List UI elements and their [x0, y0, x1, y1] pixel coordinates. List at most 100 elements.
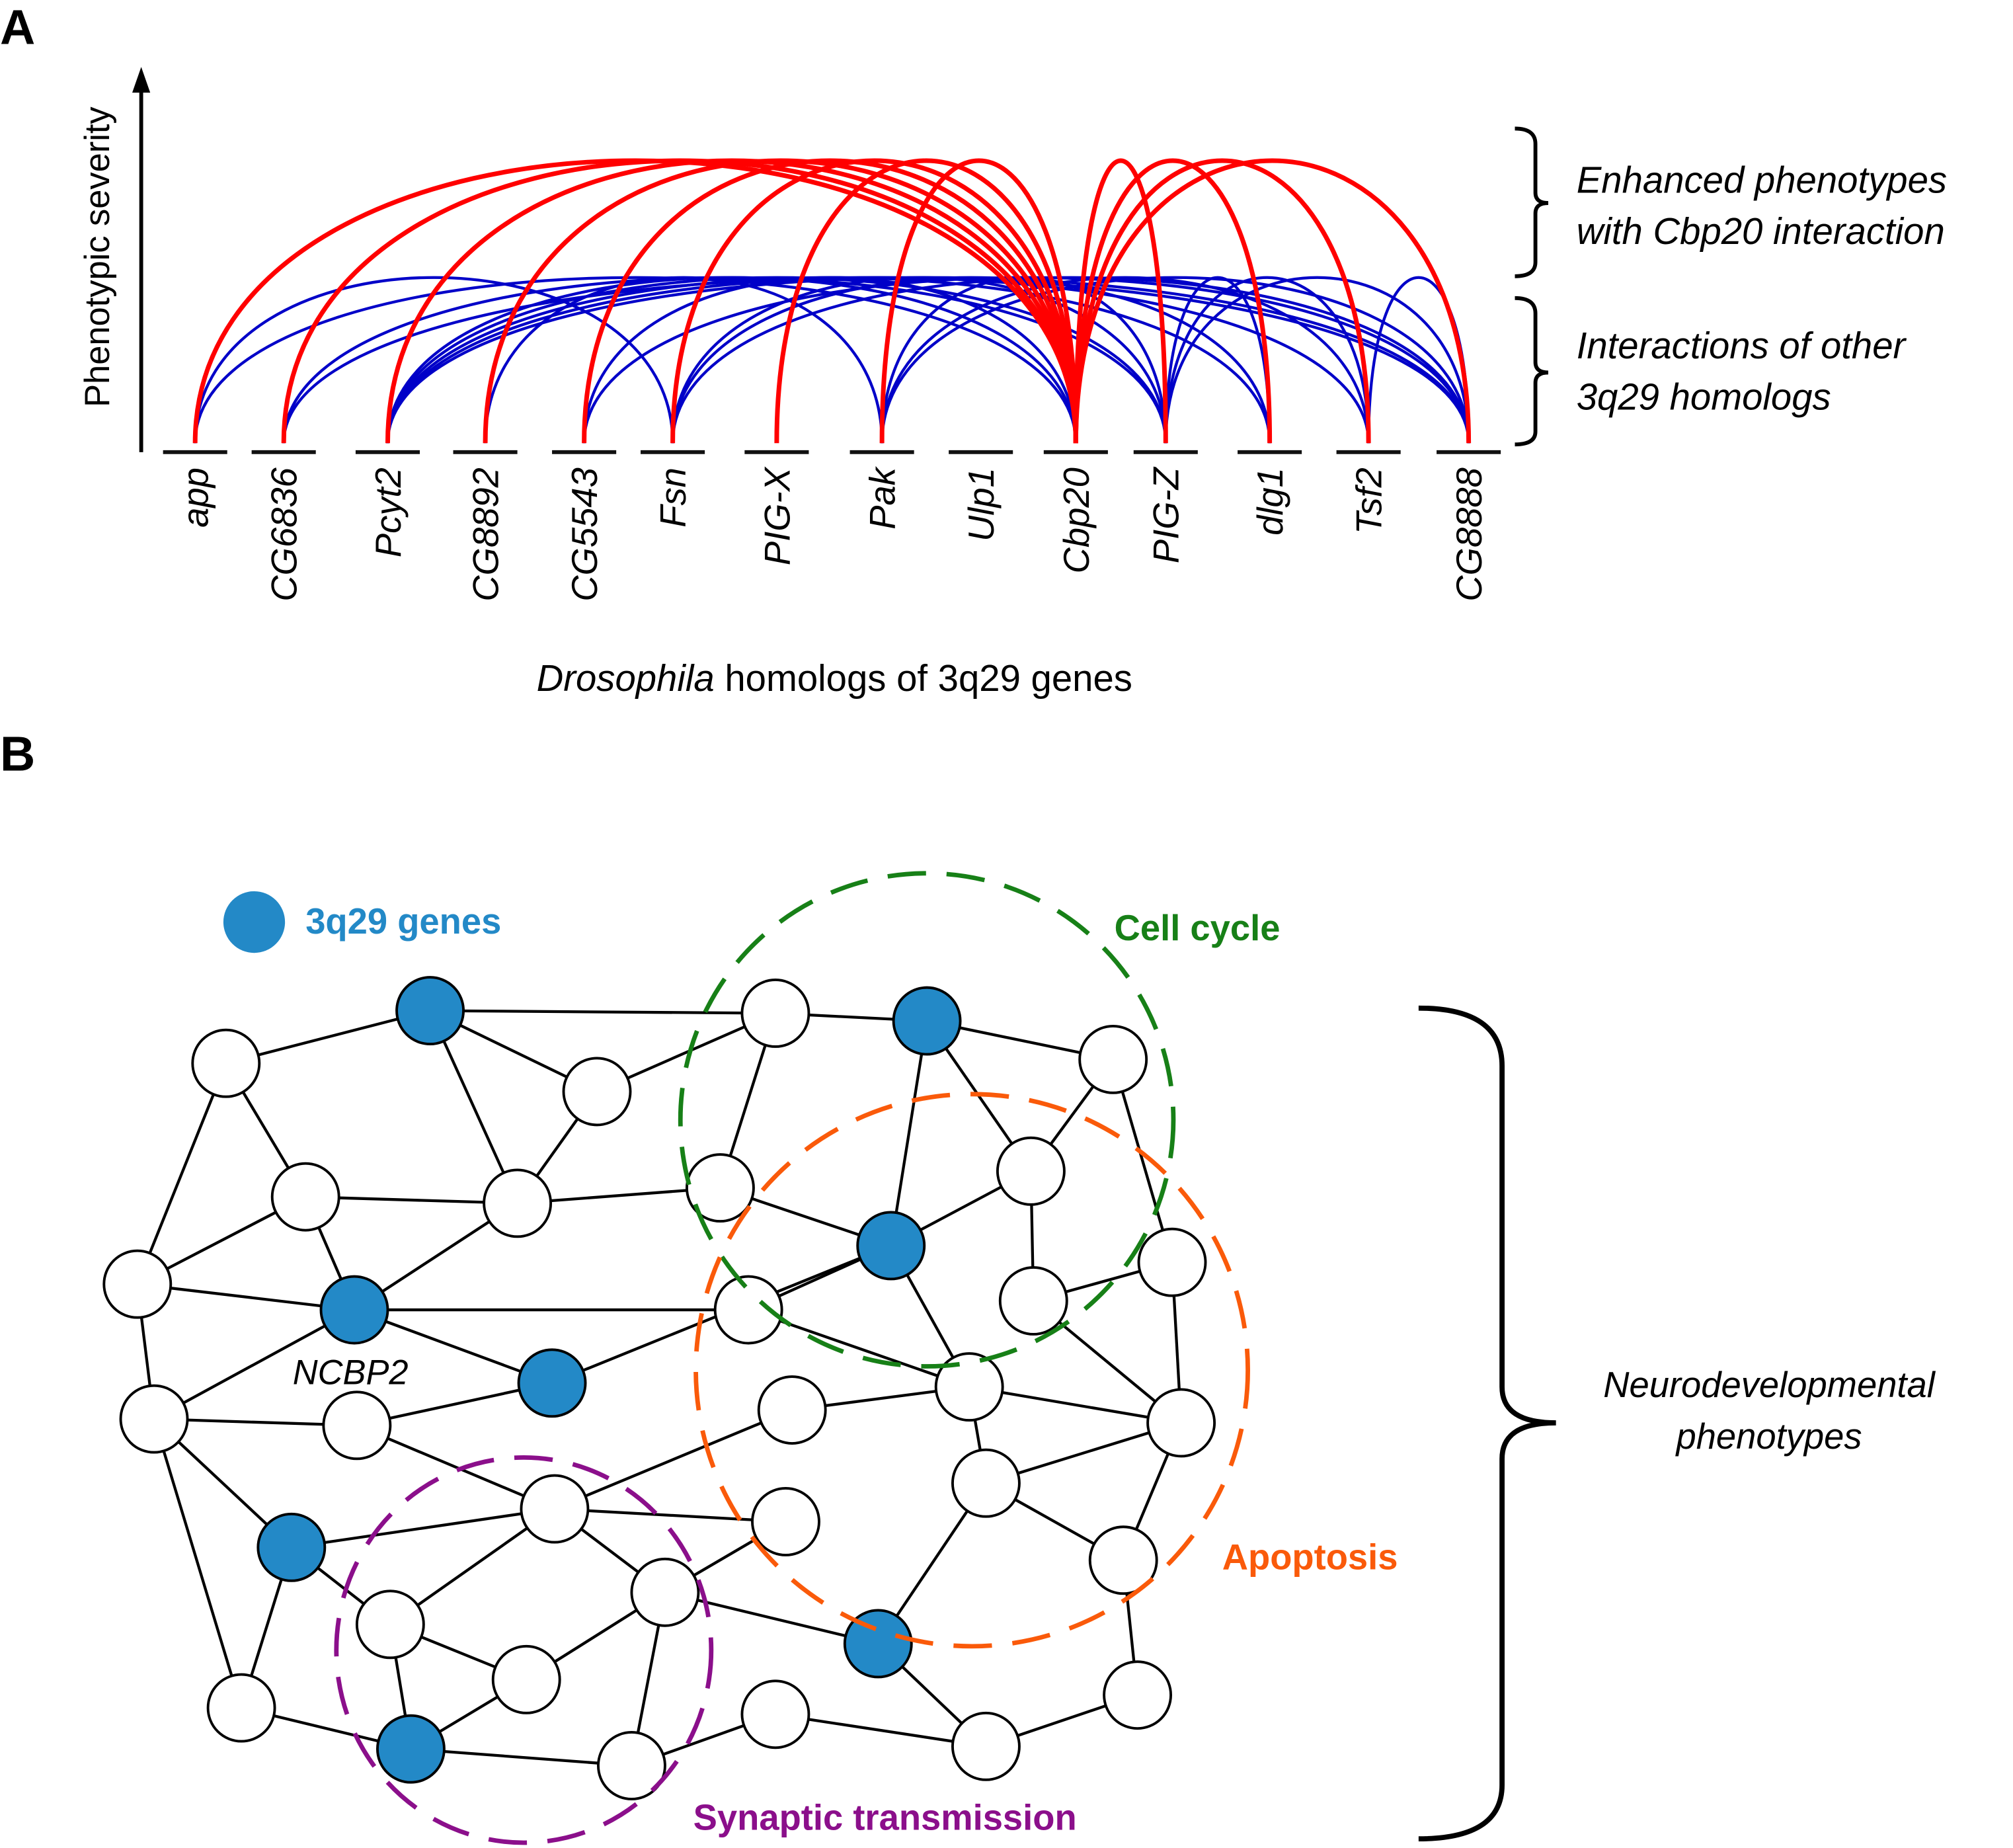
bracket-other-label-1: Interactions of other [1577, 325, 1907, 366]
x-axis-label-italic: Drosophila [537, 657, 715, 699]
network-edge [554, 1408, 793, 1511]
bracket-enhanced [1515, 126, 1549, 278]
ncbp2-label: NCBP2 [293, 1354, 409, 1392]
network-edge [889, 1020, 929, 1246]
network-node [951, 1448, 1021, 1518]
network-edge [137, 1283, 355, 1312]
other-interaction-arc [671, 276, 1470, 444]
other-interaction-arc [1164, 276, 1271, 444]
gene-label: app [176, 467, 216, 528]
enhanced-interaction-arc [670, 158, 1078, 444]
apoptosis-label: Apoptosis [1222, 1537, 1398, 1577]
gene-label: PIG-Z [1146, 466, 1187, 563]
phenotype-label-1: Neurodevelopmental [1603, 1365, 1936, 1405]
network-node [206, 1673, 276, 1743]
enhanced-interaction-arc [1073, 158, 1168, 444]
cell-cycle-label: Cell cycle [1115, 908, 1281, 948]
synaptic-label: Synaptic transmission [693, 1798, 1077, 1838]
network-edge [554, 1507, 786, 1523]
network-nodes [102, 976, 1216, 1800]
apoptosis-cluster [693, 1092, 1250, 1649]
network-node [520, 1474, 590, 1544]
network-edge [354, 1308, 553, 1385]
gene-label: Cbp20 [1056, 467, 1097, 573]
enhanced-interaction-arc [281, 158, 1078, 444]
x-axis-label: Drosophila homologs of 3q29 genes [537, 657, 1132, 699]
enhanced-interaction-arc [385, 158, 1078, 444]
network-edge [430, 1009, 775, 1015]
gene-label: CG8892 [465, 467, 506, 601]
gene-axis: app CG6836 Pcyt2 CG8892 CG5543 Fsn PIG-X Pak Ulp… [163, 450, 1501, 602]
network-node [562, 1057, 632, 1127]
gene-node [257, 1512, 327, 1582]
enhanced-interaction-arc [1073, 158, 1371, 444]
network-node [740, 979, 810, 1048]
network-edge [356, 1424, 555, 1511]
network-node [191, 1028, 261, 1098]
gene-label: CG6836 [264, 467, 305, 601]
network-node [322, 1390, 392, 1461]
gene-label: Pcyt2 [368, 467, 409, 557]
gene-node [319, 1275, 389, 1345]
network-node [740, 1679, 810, 1749]
network-edge [136, 1063, 227, 1285]
network-node [491, 1644, 561, 1714]
other-interaction-arc [194, 276, 1078, 444]
network-edge [153, 1308, 356, 1421]
network-node [686, 1153, 755, 1223]
other-interaction-arc [880, 276, 1470, 444]
network-edge [225, 1009, 431, 1065]
gene-label: PIG-X [757, 466, 797, 565]
other-interaction-arcs [194, 276, 1470, 444]
bracket-other-label-2: 3q29 homologs [1577, 376, 1831, 418]
gene-node [892, 986, 962, 1056]
network-node [951, 1711, 1021, 1781]
gene-node [843, 1609, 913, 1679]
gene-label: dlg1 [1250, 467, 1290, 536]
network-node [751, 1487, 820, 1556]
enhanced-interaction-arc [1073, 158, 1472, 444]
network-node [1103, 1660, 1173, 1730]
other-interaction-arc [671, 276, 1271, 444]
x-axis-label-rest: homologs of 3q29 genes [715, 657, 1132, 699]
network-node [483, 1168, 553, 1238]
network-node [934, 1352, 1004, 1422]
gene-label: Ulp1 [961, 467, 1002, 542]
other-interaction-arc [194, 276, 674, 444]
network-node [1137, 1227, 1207, 1297]
network-node [102, 1249, 173, 1319]
enhanced-interaction-arcs [192, 158, 1472, 444]
gene-label: Fsn [653, 467, 693, 528]
network-node [597, 1731, 666, 1800]
network-node [270, 1162, 340, 1232]
network-edge [1111, 1059, 1174, 1263]
gene-label: Tsf2 [1349, 467, 1390, 534]
legend-gene-dot-icon [223, 891, 286, 953]
phenotype-bracket [1418, 1005, 1556, 1842]
gene-node [856, 1211, 926, 1281]
network-node [713, 1275, 783, 1345]
other-interaction-arc [1164, 276, 1370, 444]
network-node [998, 1266, 1068, 1336]
network-node [1146, 1388, 1216, 1458]
cell-cycle-cluster [678, 871, 1176, 1369]
y-axis-arrow-icon [132, 67, 151, 93]
bracket-other [1515, 296, 1549, 447]
gene-label: Pak [863, 465, 903, 529]
bracket-enhanced-label-2: with Cbp20 interaction [1577, 210, 1945, 252]
enhanced-interaction-arc [582, 158, 1078, 444]
network-edge [411, 1748, 632, 1767]
gene-node [395, 976, 465, 1046]
enhanced-interaction-arc [774, 158, 1078, 444]
network-edge [664, 1591, 879, 1646]
network-node [355, 1589, 425, 1660]
network-edge [291, 1507, 555, 1549]
phenotype-label-2: phenotypes [1675, 1416, 1862, 1457]
network-node [996, 1136, 1066, 1206]
synaptic-cluster [334, 1455, 714, 1845]
bracket-enhanced-label-1: Enhanced phenotypes [1577, 159, 1947, 201]
gene-label: CG8888 [1449, 467, 1489, 601]
other-interaction-arc [671, 276, 1167, 444]
network-edge [775, 1712, 986, 1748]
